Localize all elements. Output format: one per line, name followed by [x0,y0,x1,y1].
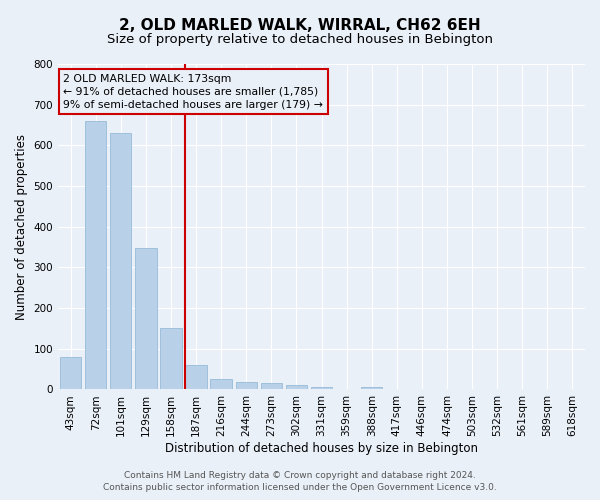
Text: 2 OLD MARLED WALK: 173sqm
← 91% of detached houses are smaller (1,785)
9% of sem: 2 OLD MARLED WALK: 173sqm ← 91% of detac… [64,74,323,110]
Bar [211,380,232,390]
X-axis label: Distribution of detached houses by size in Bebington: Distribution of detached houses by size … [165,442,478,455]
Bar [85,121,106,390]
Bar [160,328,182,390]
Bar [361,388,382,390]
Text: Size of property relative to detached houses in Bebington: Size of property relative to detached ho… [107,32,493,46]
Bar [286,386,307,390]
Bar [185,365,207,390]
Bar [260,384,282,390]
Text: Contains HM Land Registry data © Crown copyright and database right 2024.
Contai: Contains HM Land Registry data © Crown c… [103,471,497,492]
Bar [135,248,157,390]
Bar [311,388,332,390]
Bar [110,133,131,390]
Y-axis label: Number of detached properties: Number of detached properties [15,134,28,320]
Bar [60,357,81,390]
Bar [236,382,257,390]
Text: 2, OLD MARLED WALK, WIRRAL, CH62 6EH: 2, OLD MARLED WALK, WIRRAL, CH62 6EH [119,18,481,32]
